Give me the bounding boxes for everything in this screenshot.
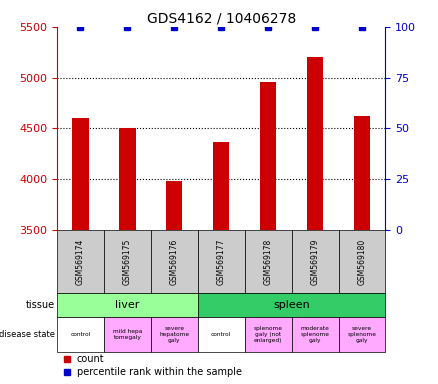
Text: severe
splenome
galy: severe splenome galy	[347, 326, 377, 343]
Text: control: control	[70, 332, 91, 337]
Bar	[104, 317, 151, 352]
Bar	[151, 317, 198, 352]
Text: GSM569178: GSM569178	[264, 238, 272, 285]
Text: spleen: spleen	[273, 300, 310, 310]
Bar	[57, 230, 104, 293]
Bar	[166, 181, 183, 230]
Text: moderate
splenome
galy: moderate splenome galy	[300, 326, 329, 343]
Title: GDS4162 / 10406278: GDS4162 / 10406278	[147, 12, 296, 26]
Bar	[198, 230, 245, 293]
Bar	[57, 293, 198, 317]
Bar	[198, 317, 245, 352]
Text: GSM569177: GSM569177	[217, 238, 226, 285]
Text: GSM569174: GSM569174	[76, 238, 85, 285]
Bar	[198, 293, 385, 317]
Text: GSM569176: GSM569176	[170, 238, 179, 285]
Bar	[57, 317, 104, 352]
Bar	[339, 230, 385, 293]
Bar	[151, 230, 198, 293]
Text: severe
hepatome
galy: severe hepatome galy	[159, 326, 189, 343]
Bar	[72, 118, 88, 230]
Bar	[119, 128, 135, 230]
Bar	[354, 116, 370, 230]
Text: GSM569180: GSM569180	[357, 238, 367, 285]
Bar	[245, 317, 292, 352]
Text: control: control	[211, 332, 231, 337]
Bar	[245, 230, 292, 293]
Bar	[213, 142, 230, 230]
Bar	[307, 57, 323, 230]
Text: mild hepa
tomegaly: mild hepa tomegaly	[113, 329, 142, 340]
Bar	[260, 82, 276, 230]
Bar	[339, 317, 385, 352]
Bar	[104, 230, 151, 293]
Bar	[292, 317, 339, 352]
Text: tissue: tissue	[25, 300, 55, 310]
Bar	[292, 230, 339, 293]
Text: disease state: disease state	[0, 330, 55, 339]
Text: splenome
galy (not
enlarged): splenome galy (not enlarged)	[254, 326, 283, 343]
Text: percentile rank within the sample: percentile rank within the sample	[77, 366, 242, 376]
Text: GSM569175: GSM569175	[123, 238, 132, 285]
Text: GSM569179: GSM569179	[311, 238, 320, 285]
Text: liver: liver	[115, 300, 140, 310]
Text: count: count	[77, 354, 104, 364]
